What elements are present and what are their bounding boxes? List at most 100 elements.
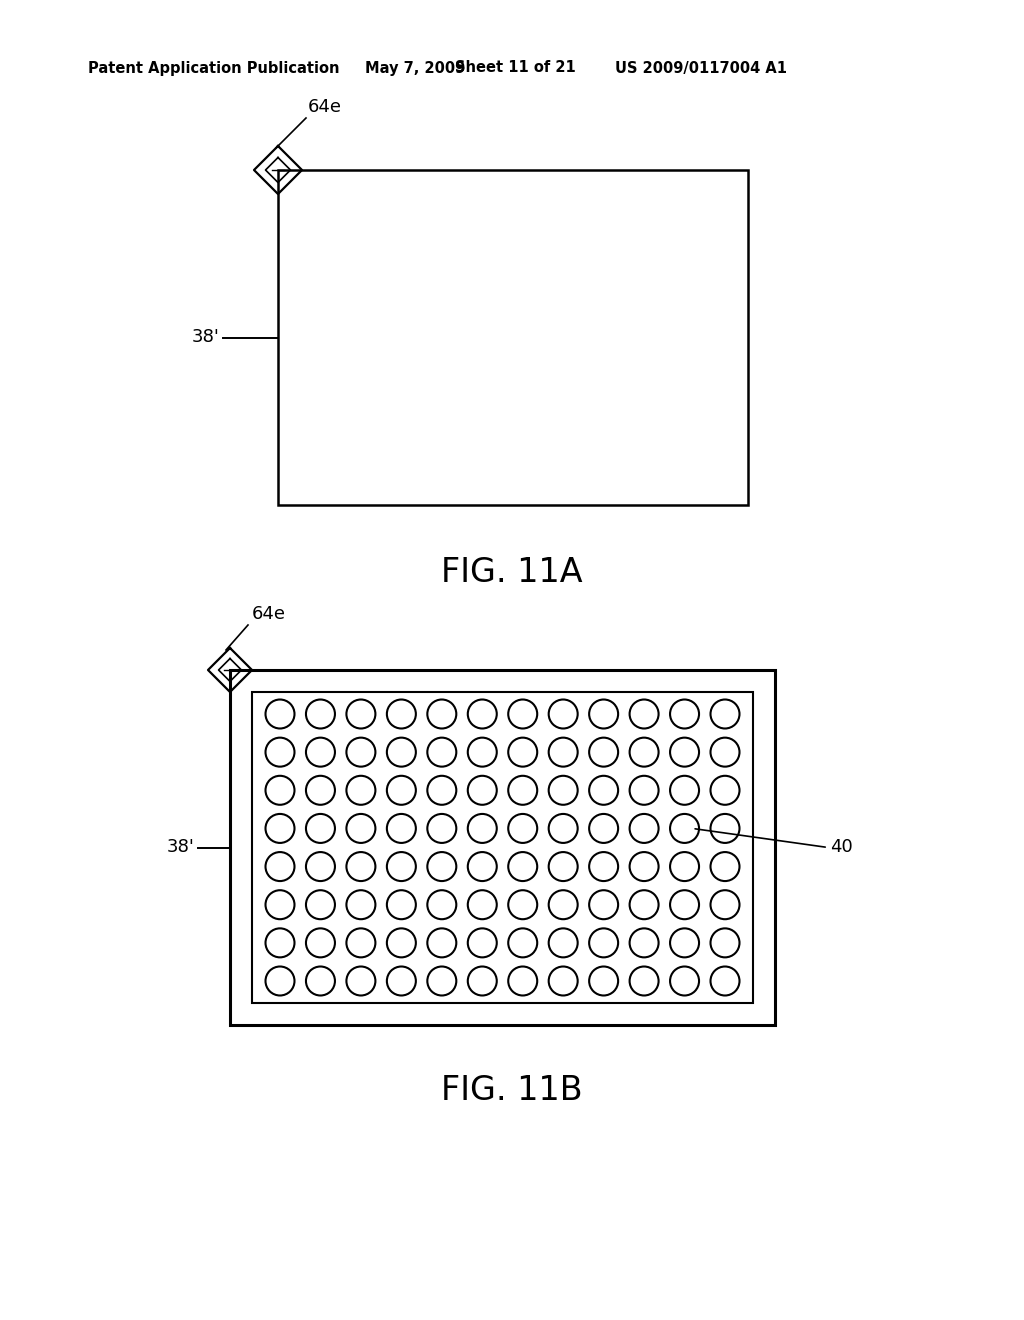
Circle shape [468,890,497,919]
Circle shape [549,928,578,957]
Circle shape [265,966,295,995]
Circle shape [265,814,295,843]
Circle shape [670,890,699,919]
Circle shape [711,966,739,995]
Circle shape [670,776,699,805]
Bar [230,671,775,1026]
Circle shape [589,890,618,919]
Text: 40: 40 [830,838,853,857]
Circle shape [508,853,538,880]
Text: Patent Application Publication: Patent Application Publication [88,61,340,75]
Circle shape [549,738,578,767]
Circle shape [711,853,739,880]
Circle shape [265,700,295,729]
Circle shape [589,853,618,880]
Circle shape [306,814,335,843]
Circle shape [589,738,618,767]
Circle shape [589,814,618,843]
Circle shape [630,928,658,957]
Circle shape [306,890,335,919]
Circle shape [427,966,457,995]
Circle shape [387,928,416,957]
Circle shape [508,928,538,957]
Circle shape [346,853,376,880]
Circle shape [346,814,376,843]
Circle shape [630,853,658,880]
Bar [252,692,753,1003]
Circle shape [589,966,618,995]
Circle shape [468,814,497,843]
Text: 64e: 64e [252,605,286,623]
Circle shape [549,853,578,880]
Circle shape [711,928,739,957]
Circle shape [306,853,335,880]
Circle shape [508,738,538,767]
Circle shape [508,776,538,805]
Circle shape [630,890,658,919]
Circle shape [589,700,618,729]
Circle shape [670,700,699,729]
Circle shape [549,814,578,843]
Circle shape [670,738,699,767]
Circle shape [265,928,295,957]
Circle shape [306,738,335,767]
Circle shape [549,700,578,729]
Circle shape [387,700,416,729]
Circle shape [468,738,497,767]
Circle shape [346,890,376,919]
Circle shape [265,853,295,880]
Circle shape [306,700,335,729]
Circle shape [549,890,578,919]
Text: 64e: 64e [308,98,342,116]
Text: US 2009/0117004 A1: US 2009/0117004 A1 [615,61,787,75]
Circle shape [508,966,538,995]
Circle shape [711,890,739,919]
Circle shape [630,966,658,995]
Circle shape [387,738,416,767]
Text: Sheet 11 of 21: Sheet 11 of 21 [455,61,575,75]
Circle shape [427,928,457,957]
Circle shape [346,776,376,805]
Circle shape [306,776,335,805]
Circle shape [670,814,699,843]
Text: FIG. 11A: FIG. 11A [441,557,583,590]
Text: May 7, 2009: May 7, 2009 [365,61,465,75]
Circle shape [427,890,457,919]
Circle shape [508,890,538,919]
Circle shape [265,890,295,919]
Circle shape [468,776,497,805]
Circle shape [711,814,739,843]
Circle shape [387,814,416,843]
Circle shape [427,814,457,843]
Circle shape [427,776,457,805]
Circle shape [427,738,457,767]
Circle shape [306,928,335,957]
Circle shape [265,738,295,767]
Circle shape [427,853,457,880]
Circle shape [468,853,497,880]
Circle shape [387,853,416,880]
Circle shape [711,738,739,767]
Circle shape [711,776,739,805]
Circle shape [630,700,658,729]
Circle shape [387,776,416,805]
Circle shape [346,966,376,995]
Circle shape [346,700,376,729]
Circle shape [508,814,538,843]
Circle shape [265,776,295,805]
Circle shape [468,700,497,729]
Text: 38': 38' [193,329,220,346]
Circle shape [427,700,457,729]
Circle shape [630,814,658,843]
Circle shape [630,738,658,767]
Circle shape [549,776,578,805]
Circle shape [306,966,335,995]
Bar [278,170,748,506]
Circle shape [670,853,699,880]
Text: FIG. 11B: FIG. 11B [441,1073,583,1106]
Circle shape [670,966,699,995]
Circle shape [346,928,376,957]
Circle shape [387,890,416,919]
Circle shape [508,700,538,729]
Circle shape [387,966,416,995]
